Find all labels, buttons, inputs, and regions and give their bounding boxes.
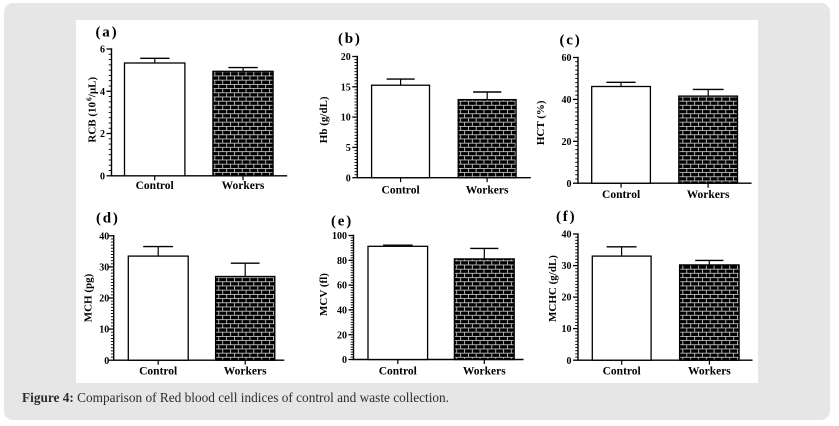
svg-text:Control: Control xyxy=(136,180,174,192)
svg-text:Control: Control xyxy=(603,366,641,378)
svg-text:30: 30 xyxy=(99,263,109,274)
svg-text:10: 10 xyxy=(99,325,109,336)
svg-text:Control: Control xyxy=(382,185,420,197)
svg-text:20: 20 xyxy=(562,137,572,148)
svg-text:Control: Control xyxy=(379,366,417,378)
svg-text:MCV (fl): MCV (fl) xyxy=(318,273,330,316)
svg-text:(d): (d) xyxy=(96,211,120,227)
svg-text:2: 2 xyxy=(100,129,105,140)
svg-text:5: 5 xyxy=(346,143,351,154)
svg-text:RCB (106/µL): RCB (106/µL) xyxy=(85,76,99,142)
svg-text:Control: Control xyxy=(602,189,640,201)
svg-text:Workers: Workers xyxy=(687,189,730,201)
svg-text:Workers: Workers xyxy=(463,366,506,378)
svg-text:Hb (g/dL): Hb (g/dL) xyxy=(318,96,330,143)
svg-text:(f): (f) xyxy=(556,209,576,225)
svg-text:Figure 4: Comparison of Red bl: Figure 4: Comparison of Red blood cell i… xyxy=(22,390,449,405)
svg-text:0: 0 xyxy=(567,356,572,367)
svg-text:0: 0 xyxy=(342,355,347,366)
svg-text:10: 10 xyxy=(562,324,572,335)
svg-text:20: 20 xyxy=(99,294,109,305)
svg-text:60: 60 xyxy=(337,281,347,292)
svg-text:(a): (a) xyxy=(96,25,119,41)
svg-text:40: 40 xyxy=(337,306,347,317)
svg-text:6: 6 xyxy=(100,45,105,56)
svg-text:80: 80 xyxy=(337,256,347,267)
svg-text:10: 10 xyxy=(341,113,351,124)
svg-text:(c): (c) xyxy=(560,33,582,49)
svg-text:20: 20 xyxy=(337,330,347,341)
svg-text:30: 30 xyxy=(562,261,572,272)
svg-text:4: 4 xyxy=(100,87,105,98)
svg-text:Workers: Workers xyxy=(688,366,731,378)
svg-text:Workers: Workers xyxy=(224,366,267,378)
svg-text:15: 15 xyxy=(341,82,351,93)
svg-text:60: 60 xyxy=(562,53,572,64)
svg-text:20: 20 xyxy=(341,52,351,63)
svg-text:0: 0 xyxy=(100,171,105,182)
svg-text:20: 20 xyxy=(562,293,572,304)
svg-text:(b): (b) xyxy=(338,31,362,47)
svg-text:MCHC (g/dL): MCHC (g/dL) xyxy=(547,255,559,322)
svg-text:40: 40 xyxy=(99,231,109,242)
svg-text:Workers: Workers xyxy=(222,180,265,192)
svg-text:MCH (pg): MCH (pg) xyxy=(83,273,95,322)
svg-text:0: 0 xyxy=(104,356,109,367)
svg-text:0: 0 xyxy=(567,179,572,190)
svg-text:0: 0 xyxy=(346,173,351,184)
svg-text:40: 40 xyxy=(562,95,572,106)
svg-text:(e): (e) xyxy=(331,214,353,230)
svg-text:Workers: Workers xyxy=(466,185,509,197)
svg-text:HCT (%): HCT (%) xyxy=(535,100,547,145)
svg-text:40: 40 xyxy=(562,230,572,241)
svg-text:100: 100 xyxy=(332,231,347,242)
svg-text:Control: Control xyxy=(139,366,177,378)
